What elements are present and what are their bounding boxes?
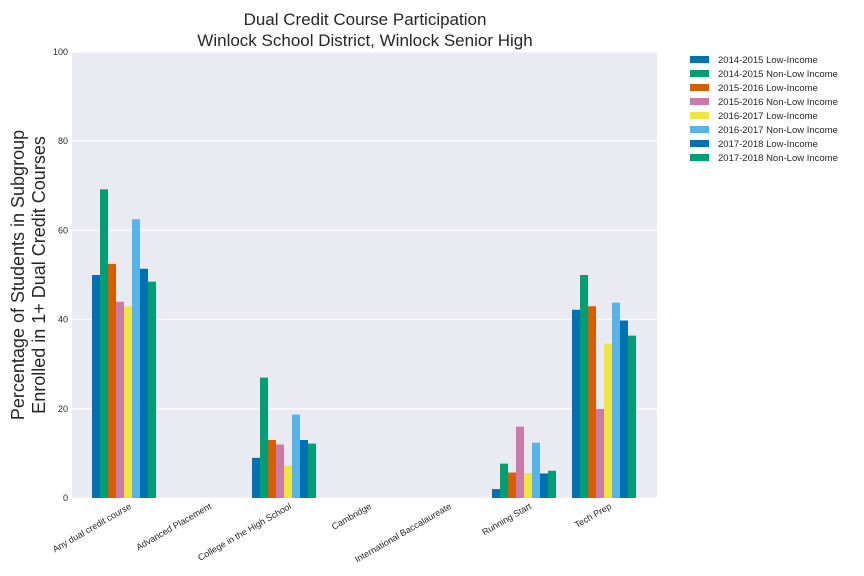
gridlines	[72, 51, 657, 499]
legend-label: 2015-2016 Low-Income	[718, 83, 818, 94]
legend-label: 2015-2016 Non-Low Income	[718, 97, 838, 108]
legend-swatch	[690, 56, 709, 63]
legend-label: 2014-2015 Non-Low Income	[718, 69, 838, 80]
legend-label: 2017-2018 Non-Low Income	[718, 153, 838, 164]
legend-label: 2016-2017 Low-Income	[718, 111, 818, 122]
chart-title-line-1: Dual Credit Course Participation	[244, 10, 487, 29]
bar	[132, 219, 140, 498]
x-tick-label: Cambridge	[330, 501, 373, 532]
bar	[308, 443, 316, 498]
legend: 2014-2015 Low-Income 2014-2015 Non-Low In…	[690, 55, 838, 164]
y-tick-label: 40	[58, 315, 68, 325]
bar	[268, 440, 276, 498]
bar	[604, 343, 612, 498]
bar	[620, 320, 628, 498]
y-axis-ticks: 0 20 40 60 80 100	[53, 47, 68, 503]
legend-swatch	[690, 70, 709, 77]
bar	[252, 457, 260, 498]
bar	[300, 440, 308, 498]
y-tick-label: 100	[53, 47, 68, 57]
x-tick-label: Running Start	[480, 501, 533, 537]
y-tick-label: 60	[58, 225, 68, 235]
bar	[116, 301, 124, 498]
bar	[100, 189, 108, 499]
y-tick-label: 0	[63, 493, 68, 503]
chart-title-line-2: Winlock School District, Winlock Senior …	[197, 31, 532, 50]
bar	[628, 335, 636, 498]
y-tick-label: 80	[58, 136, 68, 146]
legend-swatch	[690, 126, 709, 133]
x-tick-label: Tech Prep	[573, 501, 613, 530]
bar	[140, 268, 148, 498]
bar	[284, 465, 292, 498]
bar	[516, 426, 524, 498]
legend-swatch	[690, 84, 709, 91]
y-tick-label: 20	[58, 404, 68, 414]
bar	[276, 444, 284, 498]
bar	[260, 377, 268, 498]
legend-swatch	[690, 112, 709, 119]
x-tick-label: Advanced Placement	[134, 501, 213, 552]
legend-label: 2017-2018 Low-Income	[718, 139, 818, 150]
bar	[540, 473, 548, 498]
bar	[108, 263, 116, 498]
bar	[292, 414, 300, 498]
legend-swatch	[690, 98, 709, 105]
legend-label: 2014-2015 Low-Income	[718, 55, 818, 66]
legend-swatch	[690, 140, 709, 147]
bar	[148, 281, 156, 498]
bar	[612, 302, 620, 498]
bar	[92, 275, 100, 498]
bar	[580, 275, 588, 498]
bar	[492, 489, 500, 498]
bar	[532, 442, 540, 498]
x-tick-label: Any dual credit course	[51, 501, 133, 554]
bar	[572, 309, 580, 498]
bar	[500, 463, 508, 498]
y-axis-label-line-1: Percentage of Students in Subgroup	[8, 130, 28, 420]
bar	[508, 472, 516, 498]
bar	[124, 306, 132, 498]
y-axis-label-line-2: Enrolled in 1+ Dual Credit Courses	[29, 136, 49, 414]
bar	[588, 306, 596, 498]
bar	[548, 470, 556, 498]
legend-label: 2016-2017 Non-Low Income	[718, 125, 838, 136]
bars	[92, 189, 636, 499]
y-axis-label: Percentage of Students in Subgroup Enrol…	[8, 130, 49, 420]
legend-swatch	[690, 154, 709, 161]
bar	[524, 473, 532, 498]
bar	[596, 408, 604, 498]
x-axis-ticks: Any dual credit course Advanced Placement…	[51, 501, 613, 565]
plot-area	[72, 52, 657, 498]
